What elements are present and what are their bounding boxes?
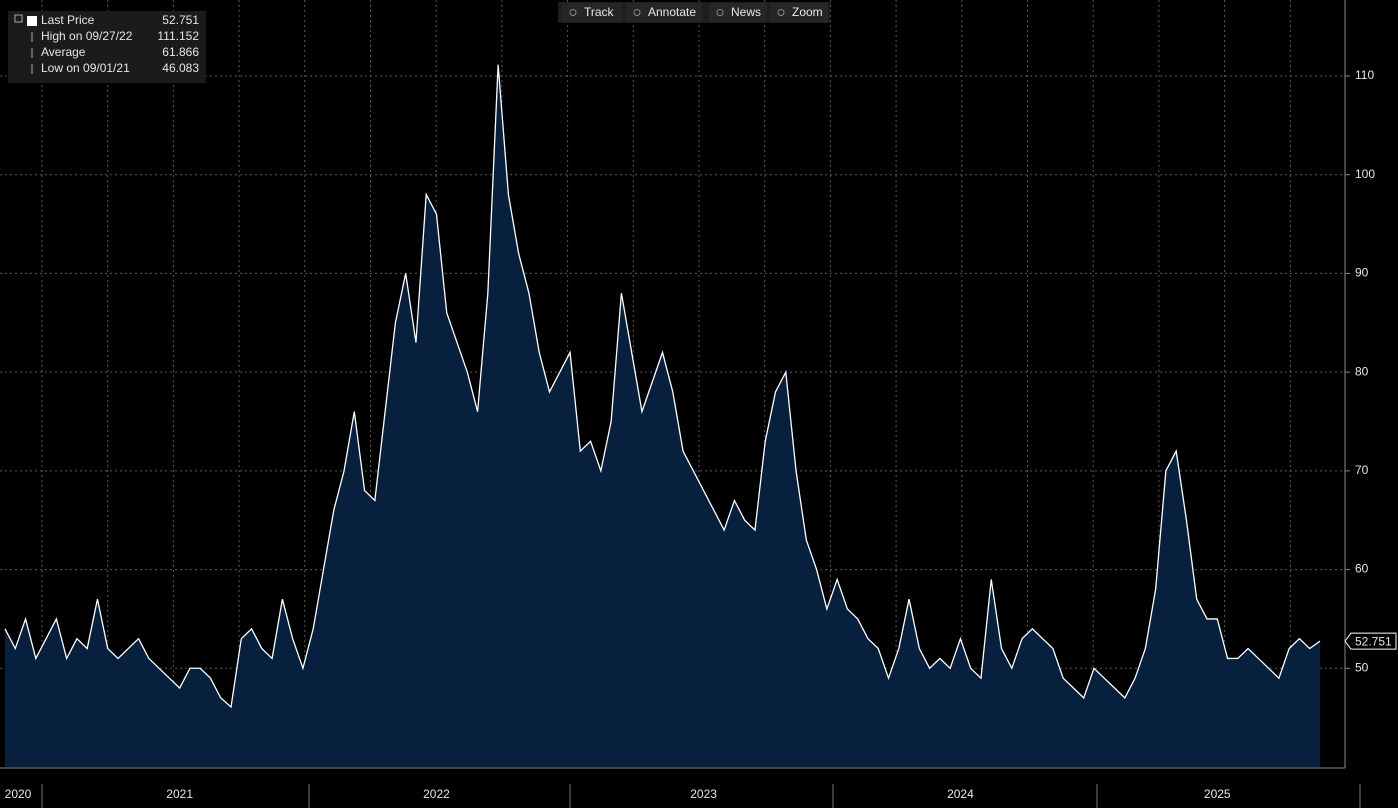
x-tick-label: 2024: [947, 787, 974, 801]
toolbar: Track Annotate News Zoom: [558, 2, 830, 23]
y-tick-label: 70: [1355, 463, 1369, 477]
legend-swatch: [27, 16, 37, 26]
x-tick-label: 2025: [1204, 787, 1231, 801]
y-tick-label: 50: [1355, 660, 1369, 674]
toolbar-label: Annotate: [648, 5, 696, 19]
legend-label: Average: [41, 45, 86, 59]
legend-label: Low on 09/01/21: [41, 61, 130, 75]
legend-label: High on 09/27/22: [41, 29, 133, 43]
toolbar-icon: [716, 9, 724, 16]
plot: [4, 64, 1321, 767]
toolbar-button[interactable]: [626, 3, 702, 22]
legend-value: 61.866: [162, 45, 199, 59]
y-tick-label: 90: [1355, 266, 1369, 280]
x-tick-label: 2022: [423, 787, 450, 801]
y-tick-label: 100: [1355, 167, 1375, 181]
legend-value: 46.083: [162, 61, 199, 75]
y-tick-label: 80: [1355, 364, 1369, 378]
legend-label: Last Price: [41, 13, 95, 27]
y-tick-label: 60: [1355, 562, 1369, 576]
toolbar-button[interactable]: [562, 3, 622, 22]
y-tick-label: 110: [1355, 68, 1374, 82]
year-separators: [41, 784, 1361, 808]
legend-box: [8, 11, 206, 83]
area: [5, 64, 1320, 767]
vertical-grid: [0, 0, 1345, 767]
x-tick-label: 2021: [166, 787, 193, 801]
x-tick-label: 2020: [5, 787, 32, 801]
last-value-tag: [1344, 632, 1397, 650]
x-tick-label: 2023: [690, 787, 717, 801]
toolbar-icon: [633, 9, 641, 16]
legend-toggle[interactable]: [14, 14, 23, 23]
legend-value: 111.152: [157, 29, 199, 43]
toolbar-icon: [569, 9, 577, 16]
toolbar-button[interactable]: [770, 3, 828, 22]
last-value-label: 52.751: [1355, 634, 1392, 648]
legend: Last Price 52.751 High on 09/27/22 111.152 A…: [8, 11, 206, 83]
toolbar-label: Zoom: [792, 5, 823, 19]
line: [4, 64, 1321, 709]
toolbar-label: Track: [584, 5, 615, 19]
toolbar-icon: [777, 9, 785, 16]
toolbar-label: News: [731, 5, 761, 19]
legend-value: 52.751: [162, 13, 199, 27]
toolbar-button[interactable]: [709, 3, 767, 22]
